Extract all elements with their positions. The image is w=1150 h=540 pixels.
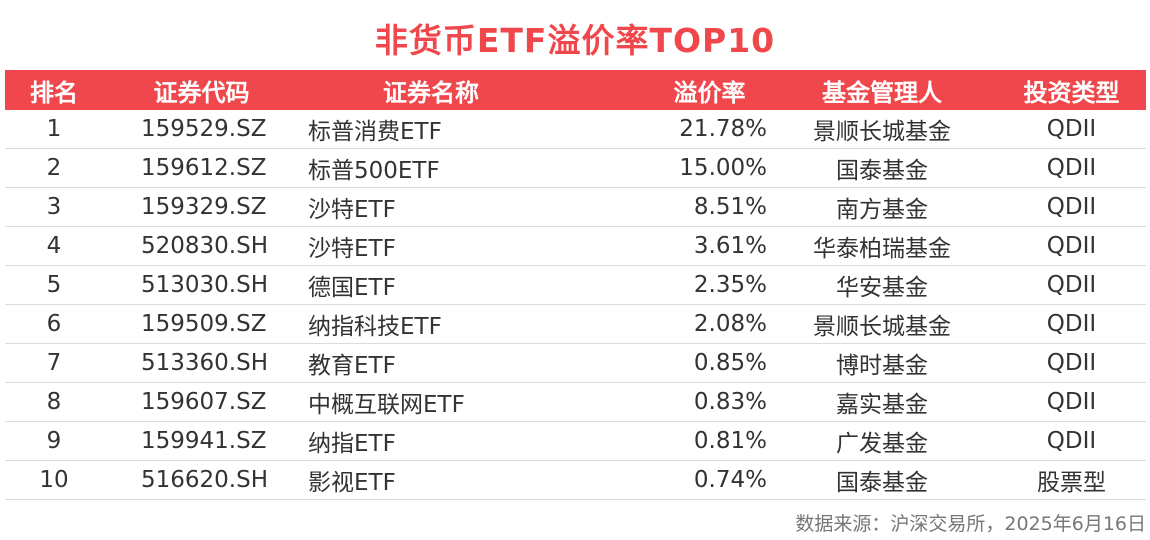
cell-rank: 10	[39, 467, 69, 493]
table-row: 3 159329.SZ 沙特ETF 8.51% 南方基金 QDII	[5, 188, 1146, 227]
cell-premium: 21.78%	[679, 116, 767, 142]
cell-name: 中概互联网ETF	[308, 392, 465, 418]
cell-type: QDII	[1046, 311, 1097, 337]
cell-code: 159941.SZ	[141, 428, 267, 454]
etf-premium-table: 排名 证券代码 证券名称 溢价率 基金管理人 投资类型 1 159529.SZ 标普…	[5, 70, 1146, 500]
cell-type: QDII	[1046, 350, 1097, 376]
cell-name: 沙特ETF	[308, 197, 396, 223]
header-code: 证券代码	[153, 78, 250, 107]
cell-code: 513360.SH	[141, 350, 269, 376]
cell-type: QDII	[1046, 428, 1097, 454]
cell-type: QDII	[1046, 272, 1097, 298]
cell-rank: 6	[46, 311, 62, 337]
table-header: 排名 证券代码 证券名称 溢价率 基金管理人 投资类型	[5, 70, 1146, 110]
cell-code: 159607.SZ	[141, 389, 267, 415]
cell-name: 教育ETF	[308, 353, 396, 379]
cell-manager: 景顺长城基金	[813, 314, 951, 340]
cell-premium: 8.51%	[693, 194, 767, 220]
cell-manager: 广发基金	[836, 431, 928, 457]
cell-type: QDII	[1046, 389, 1097, 415]
cell-rank: 3	[46, 194, 62, 220]
cell-type: QDII	[1046, 194, 1097, 220]
cell-premium: 2.08%	[693, 311, 767, 337]
header-name: 证券名称	[383, 78, 479, 107]
cell-code: 520830.SH	[141, 233, 269, 259]
cell-premium: 0.83%	[693, 389, 767, 415]
header-premium: 溢价率	[673, 78, 746, 107]
cell-manager: 华安基金	[836, 275, 928, 301]
cell-code: 516620.SH	[141, 467, 269, 493]
cell-name: 标普500ETF	[308, 158, 440, 184]
cell-name: 纳指科技ETF	[308, 314, 442, 340]
table-row: 6 159509.SZ 纳指科技ETF 2.08% 景顺长城基金 QDII	[5, 305, 1146, 344]
table-row: 1 159529.SZ 标普消费ETF 21.78% 景顺长城基金 QDII	[5, 110, 1146, 149]
table-row: 7 513360.SH 教育ETF 0.85% 博时基金 QDII	[5, 344, 1146, 383]
cell-manager: 华泰柏瑞基金	[813, 236, 951, 262]
cell-code: 159529.SZ	[141, 116, 267, 142]
cell-manager: 博时基金	[836, 353, 928, 379]
cell-name: 德国ETF	[308, 275, 396, 301]
table-body: 1 159529.SZ 标普消费ETF 21.78% 景顺长城基金 QDII 2 159612…	[5, 110, 1146, 500]
cell-rank: 5	[46, 272, 62, 298]
cell-rank: 4	[46, 233, 62, 259]
cell-code: 159509.SZ	[141, 311, 267, 337]
cell-premium: 2.35%	[693, 272, 767, 298]
cell-type: QDII	[1046, 155, 1097, 181]
cell-name: 纳指ETF	[308, 431, 396, 457]
table-row: 8 159607.SZ 中概互联网ETF 0.83% 嘉实基金 QDII	[5, 383, 1146, 422]
cell-manager: 国泰基金	[836, 158, 928, 184]
cell-code: 159612.SZ	[141, 155, 267, 181]
cell-type: QDII	[1046, 116, 1097, 142]
cell-premium: 3.61%	[693, 233, 767, 259]
cell-rank: 1	[46, 116, 62, 142]
cell-name: 标普消费ETF	[308, 119, 442, 145]
cell-type: QDII	[1046, 233, 1097, 259]
cell-code: 513030.SH	[141, 272, 269, 298]
header-manager: 基金管理人	[822, 78, 942, 107]
cell-rank: 9	[46, 428, 62, 454]
table-row: 9 159941.SZ 纳指ETF 0.81% 广发基金 QDII	[5, 422, 1146, 461]
cell-premium: 0.81%	[693, 428, 767, 454]
cell-manager: 嘉实基金	[836, 392, 928, 418]
header-type: 投资类型	[1023, 78, 1120, 107]
table-row: 2 159612.SZ 标普500ETF 15.00% 国泰基金 QDII	[5, 149, 1146, 188]
cell-rank: 8	[46, 389, 62, 415]
table-row: 4 520830.SH 沙特ETF 3.61% 华泰柏瑞基金 QDII	[5, 227, 1146, 266]
cell-name: 影视ETF	[308, 470, 396, 496]
header-rank: 排名	[30, 78, 78, 107]
cell-manager: 国泰基金	[836, 470, 928, 496]
table-row: 10 516620.SH 影视ETF 0.74% 国泰基金 股票型	[5, 461, 1146, 500]
data-source-note: 数据来源：沪深交易所，2025年6月16日	[795, 513, 1146, 535]
chart-title: 非货币ETF溢价率TOP10	[374, 21, 776, 60]
cell-premium: 0.85%	[693, 350, 767, 376]
cell-premium: 0.74%	[693, 467, 767, 493]
table-row: 5 513030.SH 德国ETF 2.35% 华安基金 QDII	[5, 266, 1146, 305]
cell-code: 159329.SZ	[141, 194, 267, 220]
cell-premium: 15.00%	[679, 155, 767, 181]
cell-rank: 7	[46, 350, 62, 376]
cell-rank: 2	[46, 155, 62, 181]
cell-type: 股票型	[1037, 470, 1106, 496]
cell-name: 沙特ETF	[308, 236, 396, 262]
cell-manager: 景顺长城基金	[813, 119, 951, 145]
cell-manager: 南方基金	[836, 197, 928, 223]
